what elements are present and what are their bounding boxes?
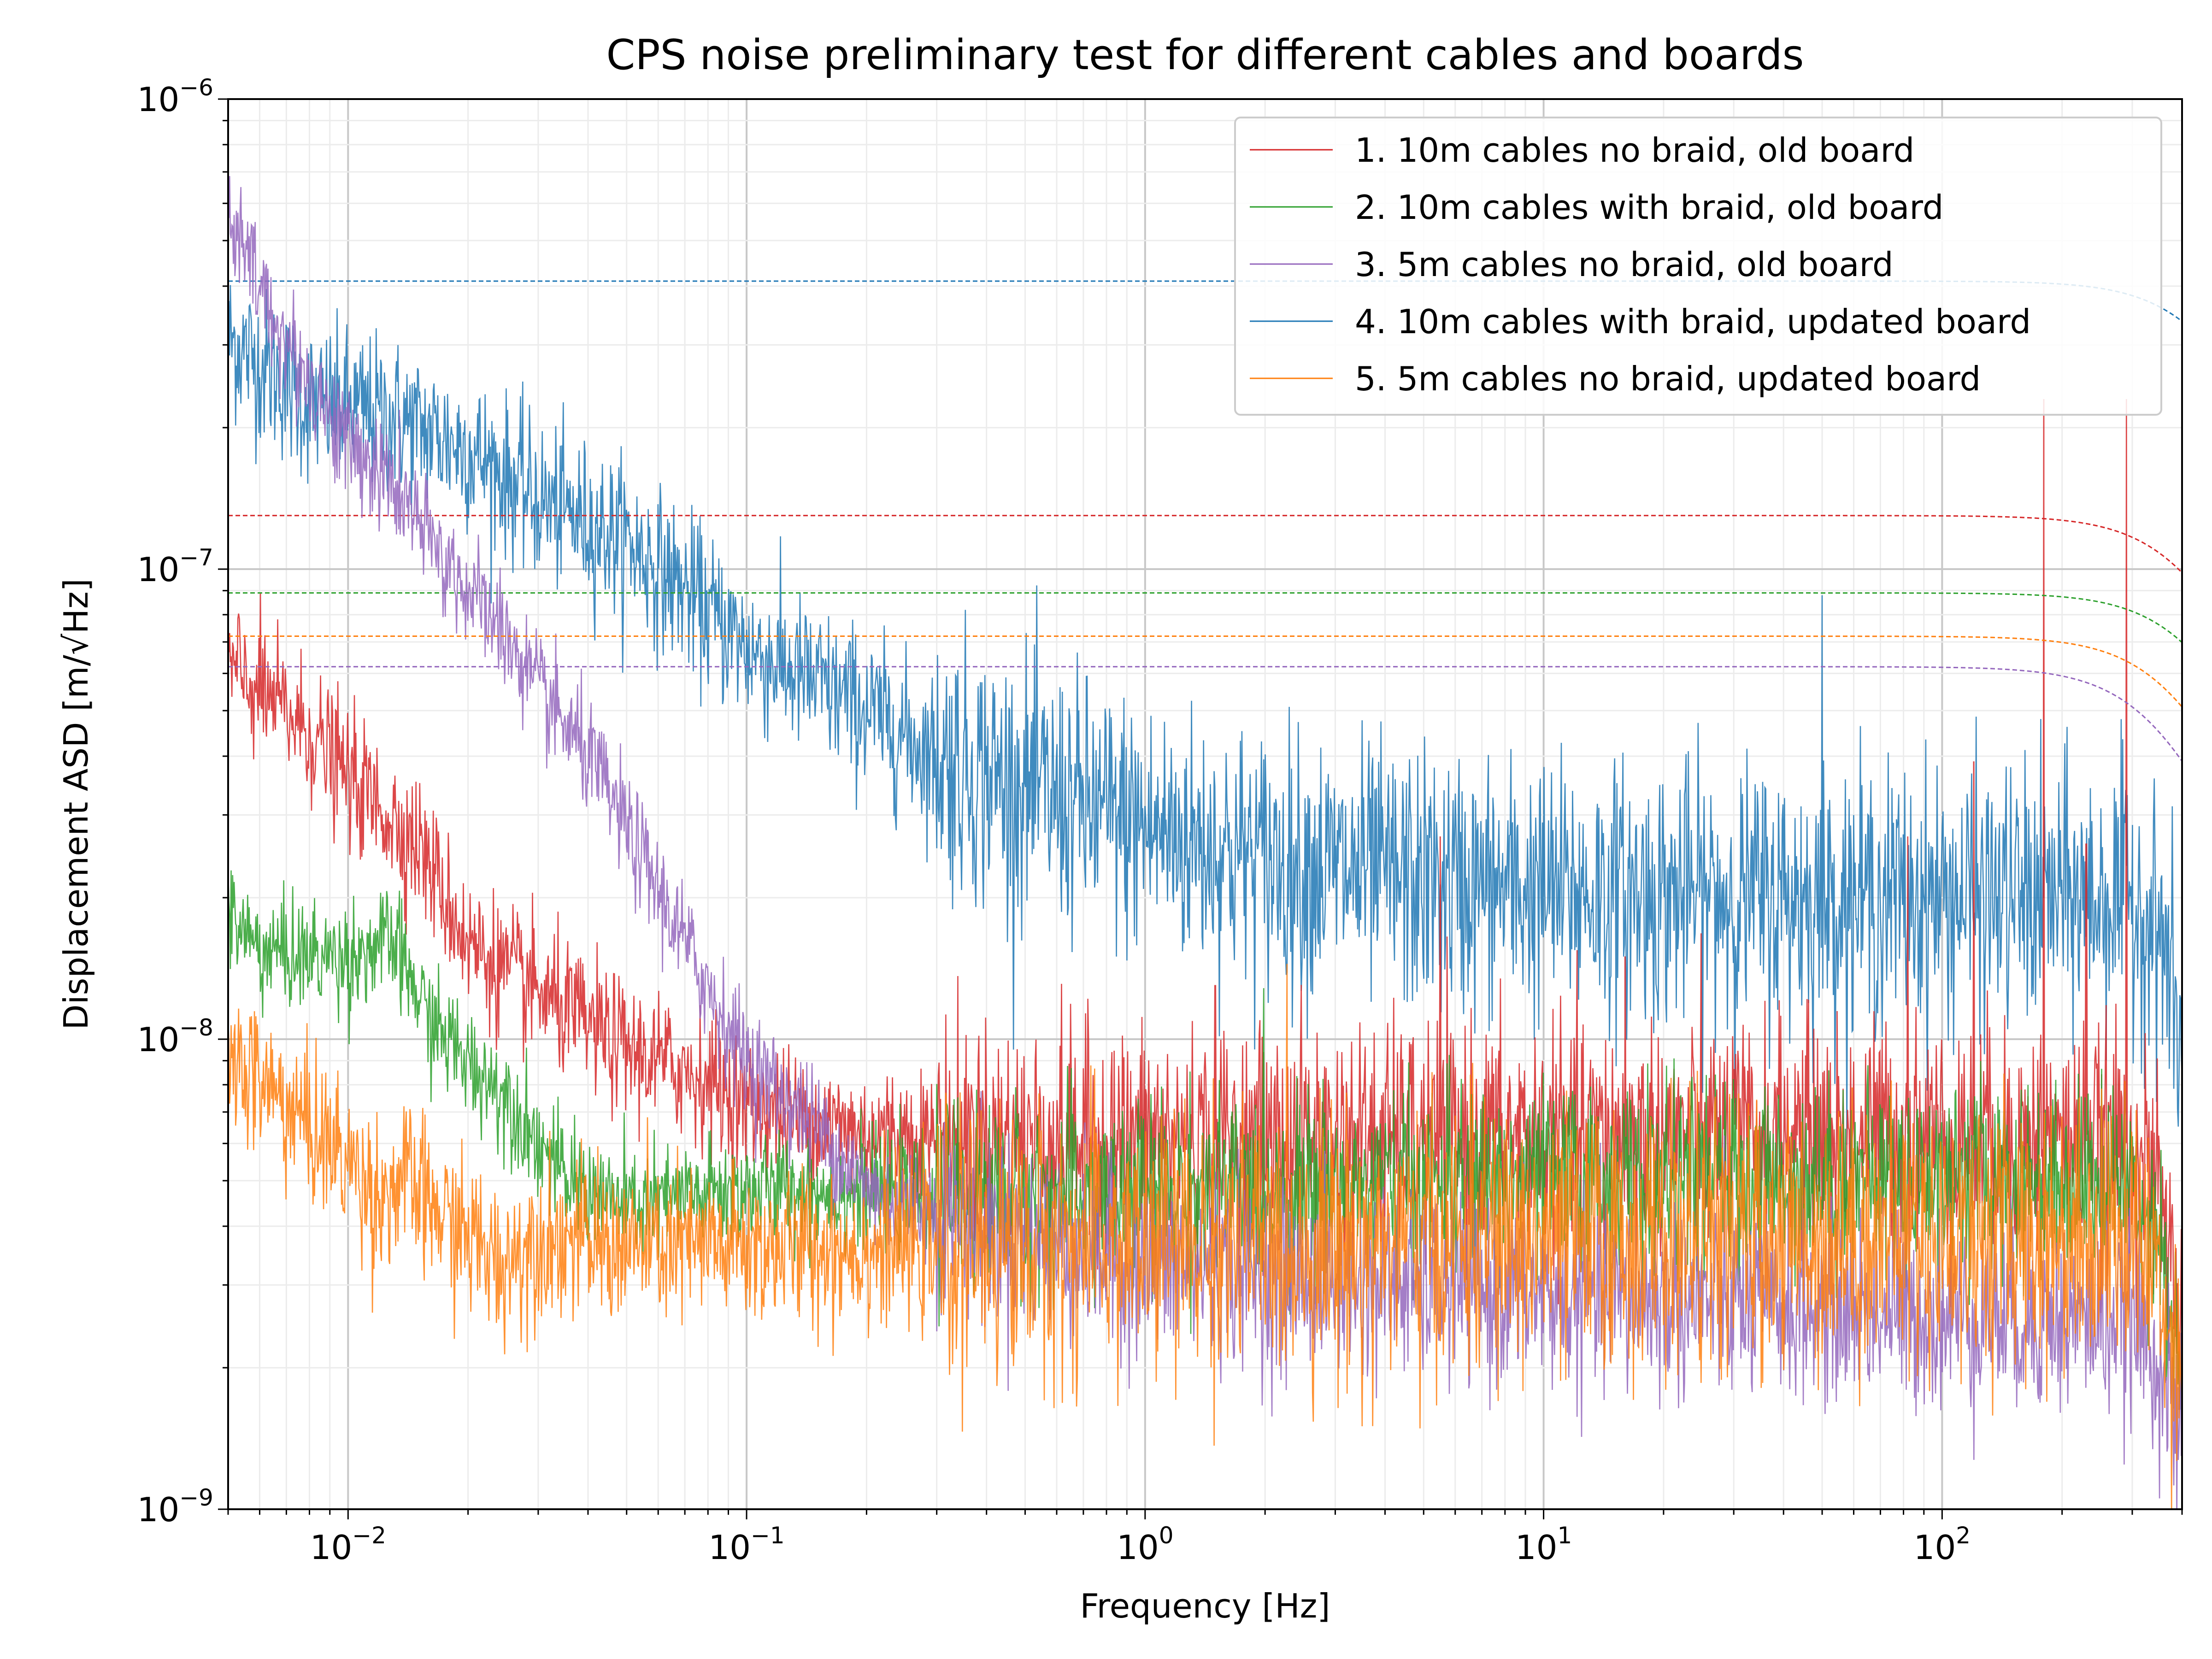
y-tick-label: 10−9	[137, 1484, 213, 1529]
x-axis-label: Frequency [Hz]	[1080, 1587, 1330, 1625]
legend-box	[1234, 117, 2162, 416]
series-1-fit-line	[228, 515, 2182, 573]
series-1	[228, 399, 2182, 1410]
y-axis-label: Displacement ASD [m/√Hz]	[57, 578, 95, 1030]
series-4-fit-line	[228, 280, 2182, 322]
x-tick-label: 10−1	[708, 1522, 784, 1567]
series-5-trace	[228, 964, 2182, 1509]
x-tick-label: 10−2	[310, 1522, 386, 1567]
legend-label: 2. 10m cables with braid, old board	[1355, 188, 1943, 227]
legend-label: 1. 10m cables no braid, old board	[1355, 131, 1914, 170]
x-tick-label: 102	[1914, 1522, 1971, 1567]
series-3-fit-line	[228, 666, 2182, 762]
x-tick-label: 101	[1515, 1522, 1572, 1567]
chart-title: CPS noise preliminary test for different…	[606, 31, 1804, 79]
series-layer	[228, 176, 2182, 1509]
legend: 1. 10m cables no braid, old board 2. 10m …	[1234, 117, 2162, 416]
series-5-fit-line	[228, 635, 2182, 707]
y-tick-label: 10−7	[137, 544, 213, 589]
series-5	[228, 635, 2182, 1509]
y-tick-label: 10−6	[137, 74, 213, 119]
series-4-trace	[228, 285, 2182, 1145]
y-tick-label: 10−8	[137, 1014, 213, 1059]
legend-label: 3. 5m cables no braid, old board	[1355, 245, 1894, 284]
plot-frame	[227, 98, 2183, 1510]
series-1-trace	[228, 399, 2182, 1410]
axis-ticks: 10−2 10−1 100 101 102 10−9 10−8 10−7 10−6	[137, 74, 2183, 1567]
legend-label: 4. 10m cables with braid, updated board	[1355, 302, 2031, 341]
series-2-fit-line	[228, 592, 2182, 643]
series-4	[228, 280, 2182, 1145]
x-tick-label: 100	[1117, 1522, 1173, 1567]
legend-label: 5. 5m cables no braid, updated board	[1355, 359, 1981, 398]
